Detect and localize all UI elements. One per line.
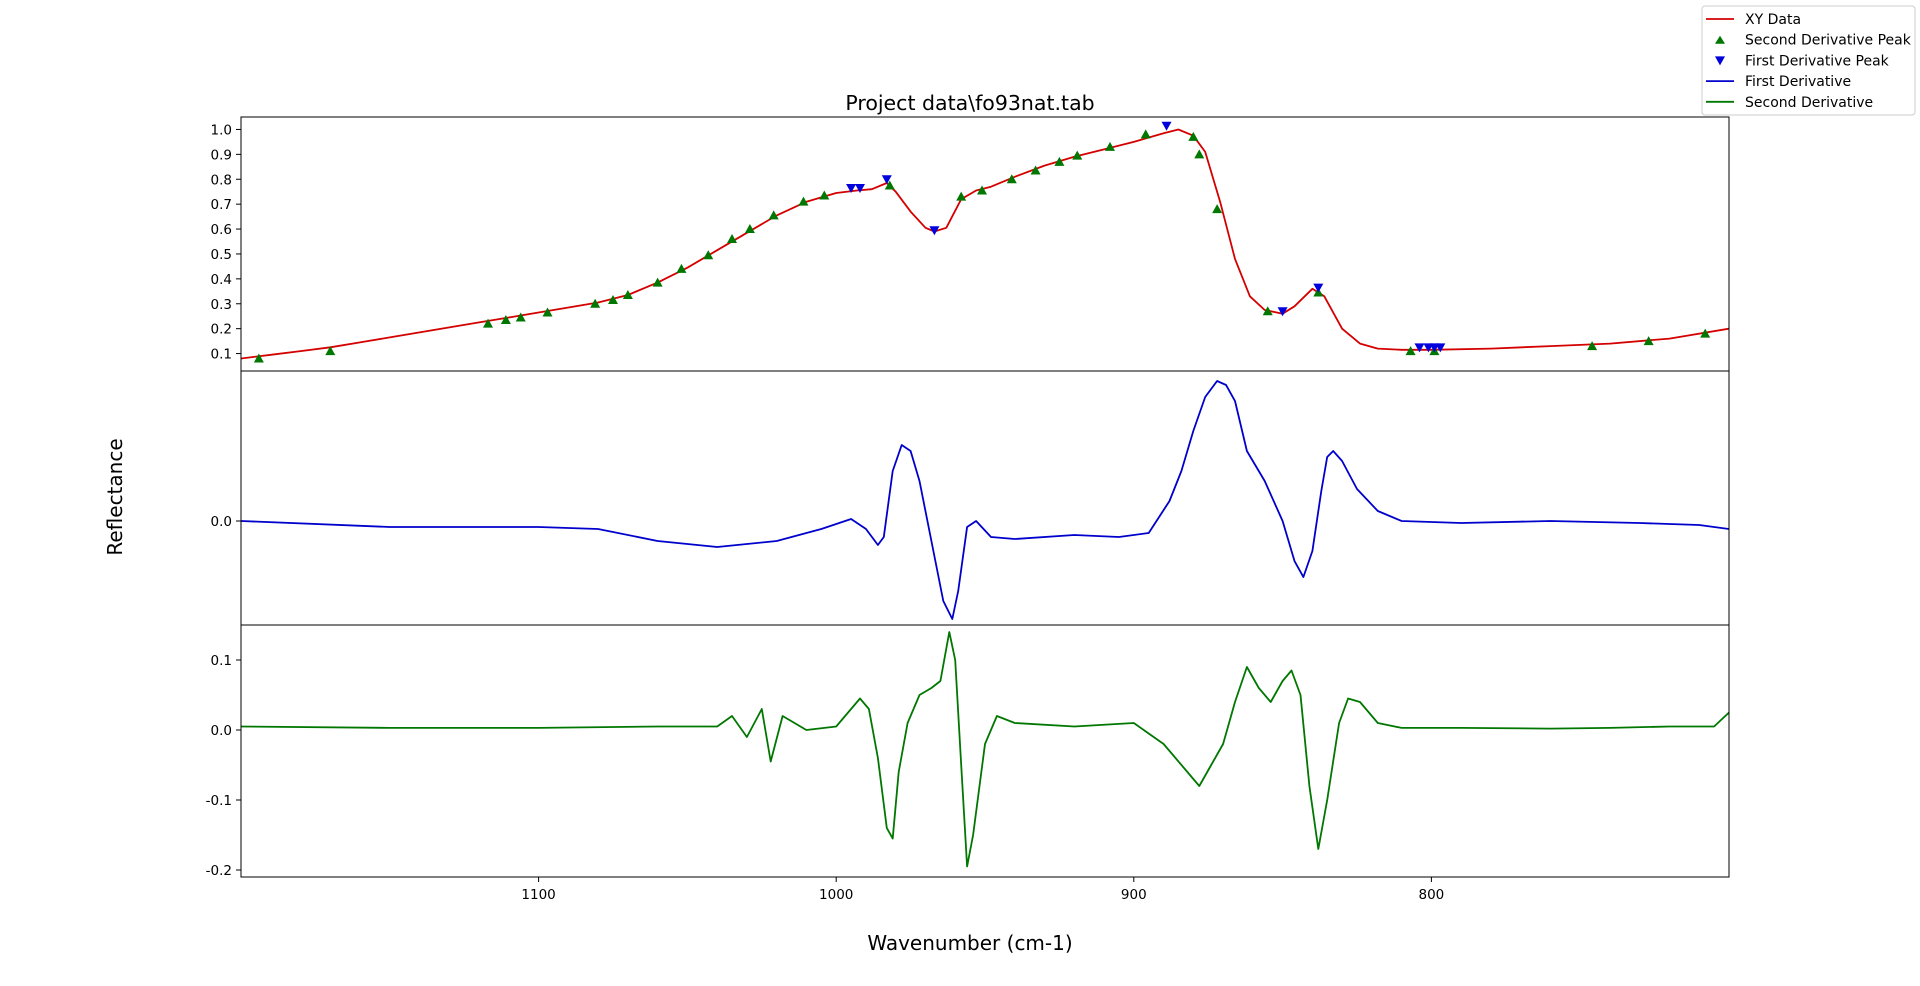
second-derivative-peak-marker <box>652 277 663 287</box>
first-derivative-peak-marker <box>881 175 892 185</box>
legend-second-derivative-label: Second Derivative <box>1745 95 1873 111</box>
reflectance-y-tick-label: 0.1 <box>211 347 232 363</box>
x-axis-ticks: 1100 1000 900 800 <box>521 877 1444 903</box>
legend-first-derivative-label: First Derivative <box>1745 74 1851 90</box>
second-derivative-peak-marker <box>253 353 264 363</box>
second-derivative-y-tick-label: 0.1 <box>211 653 232 669</box>
legend-frame <box>1701 5 1916 116</box>
second-derivative-peak-marker <box>977 185 988 195</box>
second-derivative-frame <box>240 624 1730 878</box>
legend-first-derivative-peak-swatch <box>1715 56 1725 66</box>
second-derivative-peak-marker <box>1104 141 1115 151</box>
legend: XY Data Second Derivative Peak First Deriv… <box>1701 5 1916 116</box>
reflectance-y-tick-label: 1.0 <box>211 122 232 138</box>
second-derivative-y-tick-label: -0.1 <box>206 793 232 809</box>
second-derivative-peak-marker <box>1643 336 1654 346</box>
legend-xy-data-label: XY Data <box>1745 12 1801 28</box>
second-derivative-peak-marker <box>676 263 687 273</box>
first-derivative-line <box>241 380 1729 620</box>
reflectance-y-tick-label: 0.7 <box>211 197 232 213</box>
second-derivative-peak-marker <box>542 307 553 317</box>
second-derivative-peak-marker <box>798 196 809 206</box>
second-derivative-peak-marker <box>1054 156 1065 166</box>
second-derivative-peak-marker <box>1262 306 1273 316</box>
second-derivative-panel: -0.2 -0.1 0.0 0.1 <box>206 624 1730 879</box>
second-derivative-peak-marker <box>1700 328 1711 338</box>
x-tick-label: 1100 <box>521 887 555 903</box>
second-derivative-peak-marker <box>515 312 526 322</box>
second-derivative-peak-marker <box>1188 131 1199 141</box>
reflectance-panel: 0.1 0.2 0.3 0.4 0.5 0.6 0.7 0.8 0.9 1.0 <box>211 116 1730 372</box>
legend-second-derivative-peak-label: Second Derivative Peak <box>1745 33 1912 49</box>
reflectance-y-tick-label: 0.2 <box>211 322 232 338</box>
second-derivative-peak-marker <box>768 210 779 220</box>
first-derivative-peak-marker <box>1313 283 1324 293</box>
second-derivative-peak-marker <box>1587 341 1598 351</box>
x-tick-label: 900 <box>1121 887 1147 903</box>
x-tick-label: 1000 <box>819 887 853 903</box>
first-derivative-peak-marker <box>846 183 857 193</box>
x-tick-label: 800 <box>1419 887 1445 903</box>
second-derivative-peak-marker <box>590 298 601 308</box>
second-derivative-peak-marker <box>500 314 511 324</box>
first-derivative-peak-marker <box>929 226 940 236</box>
first-derivative-plot-area <box>241 380 1729 620</box>
second-derivative-peak-marker <box>727 234 738 244</box>
second-derivative-peak-marker <box>1030 165 1041 175</box>
reflectance-y-tick-label: 0.3 <box>211 297 232 313</box>
legend-second-derivative-peak-swatch <box>1715 35 1725 44</box>
first-derivative-peak-marker <box>1435 343 1446 353</box>
first-derivative-peak-marker <box>1414 343 1425 353</box>
second-derivative-peak-marker <box>1140 129 1151 139</box>
second-derivative-peak-marker <box>483 318 494 328</box>
first-derivative-peak-marker <box>855 183 866 193</box>
reflectance-y-tick-label: 0.4 <box>211 272 232 288</box>
second-derivative-peak-marker <box>325 346 336 356</box>
legend-first-derivative-peak-label: First Derivative Peak <box>1745 53 1890 69</box>
second-derivative-y-tick-label: 0.0 <box>211 723 232 739</box>
second-derivative-peak-marker <box>622 290 633 300</box>
second-derivative-peak-marker <box>1006 174 1017 184</box>
second-derivative-peak-marker <box>703 250 714 260</box>
second-derivative-peak-marker <box>956 191 967 201</box>
second-derivative-plot-area <box>241 631 1729 868</box>
second-derivative-peak-marker <box>1405 346 1416 356</box>
y-axis-label: Reflectance <box>103 438 127 555</box>
second-derivative-y-tick-label: -0.2 <box>206 863 232 879</box>
reflectance-y-tick-label: 0.5 <box>211 247 232 263</box>
second-derivative-peak-marker <box>1072 150 1083 160</box>
x-axis-label: Wavenumber (cm-1) <box>867 931 1072 955</box>
reflectance-y-tick-label: 0.6 <box>211 222 232 238</box>
second-derivative-peak-marker <box>1212 204 1223 214</box>
first-derivative-peak-marker <box>1161 121 1172 131</box>
second-derivative-peak-marker <box>1194 149 1205 159</box>
second-derivative-line <box>241 631 1729 868</box>
first-derivative-peak-marker <box>1277 307 1288 317</box>
chart-title: Project data\fo93nat.tab <box>845 91 1094 115</box>
first-derivative-y-tick-label: 0.0 <box>211 514 232 530</box>
second-derivative-peak-marker <box>884 180 895 190</box>
reflectance-y-tick-label: 0.8 <box>211 172 232 188</box>
second-derivative-peak-marker <box>744 224 755 234</box>
second-derivative-peak-marker <box>608 295 618 305</box>
reflectance-y-tick-label: 0.9 <box>211 147 232 163</box>
second-derivative-peak-marker <box>819 190 830 200</box>
